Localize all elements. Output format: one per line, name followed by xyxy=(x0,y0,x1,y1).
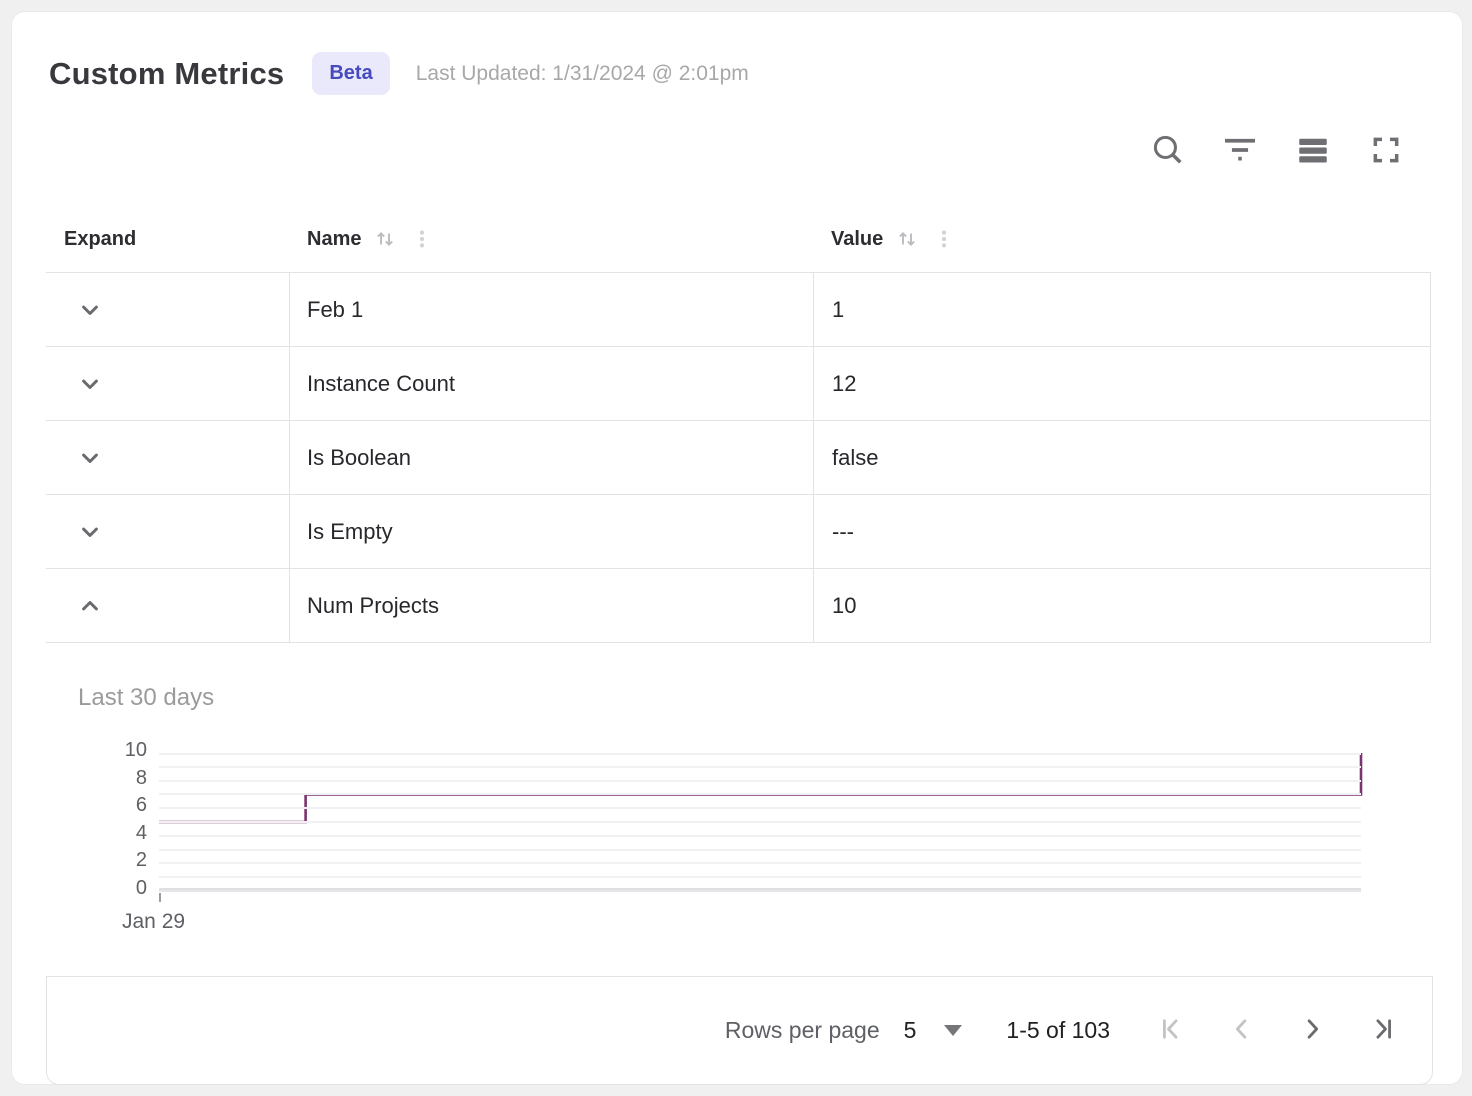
chevron-down-icon[interactable] xyxy=(76,518,104,546)
metric-value: 10 xyxy=(832,592,857,618)
rows-per-page-caret-icon[interactable] xyxy=(944,1025,963,1036)
fullscreen-icon xyxy=(1370,134,1402,169)
gridline xyxy=(159,753,1361,755)
pagination-bar: Rows per page 5 1-5 of 103 xyxy=(46,976,1433,1085)
table-header-row: Expand Name Value xyxy=(46,206,1431,272)
gridline xyxy=(159,807,1361,810)
table-body: Feb 1 1 Instance Count 12 Is Boolean fal… xyxy=(46,272,1431,643)
x-axis-label: Jan 29 xyxy=(122,910,186,933)
column-menu-icon[interactable] xyxy=(411,227,433,251)
search-button[interactable] xyxy=(1149,133,1185,169)
chevron-down-icon[interactable] xyxy=(76,370,104,398)
chevron-up-icon[interactable] xyxy=(76,592,104,620)
first-page-icon xyxy=(1158,1015,1186,1046)
gridline xyxy=(159,834,1361,837)
beta-badge: Beta xyxy=(312,52,390,95)
table-row: Is Boolean false xyxy=(46,421,1431,495)
gridline xyxy=(159,821,1361,823)
metrics-table: Expand Name Value xyxy=(46,206,1431,643)
y-axis-tick-label: 10 xyxy=(124,739,147,761)
table-row: Is Empty --- xyxy=(46,495,1431,569)
search-icon xyxy=(1151,133,1184,169)
chart-title: Last 30 days xyxy=(78,684,215,711)
filter-button[interactable] xyxy=(1222,133,1258,169)
metric-name: Is Empty xyxy=(307,518,393,544)
gridline xyxy=(159,779,1361,782)
column-header-name[interactable]: Name xyxy=(289,227,813,251)
rows-per-page-value[interactable]: 5 xyxy=(903,1017,917,1043)
metric-name: Instance Count xyxy=(307,370,455,396)
metric-name: Feb 1 xyxy=(307,296,364,322)
previous-page-button[interactable] xyxy=(1228,1017,1256,1045)
table-toolbar xyxy=(1149,133,1404,169)
x-axis-tick xyxy=(159,893,161,902)
column-header-label: Name xyxy=(307,227,362,250)
gridline xyxy=(159,848,1361,851)
last-page-icon xyxy=(1368,1015,1396,1046)
row-density-icon xyxy=(1297,135,1329,168)
row-density-button[interactable] xyxy=(1295,133,1331,169)
rows-per-page-label: Rows per page xyxy=(724,1017,880,1043)
page-header: Custom Metrics Beta Last Updated: 1/31/2… xyxy=(49,52,749,95)
table-row: Feb 1 1 xyxy=(46,273,1431,347)
pagination-range: 1-5 of 103 xyxy=(1006,1017,1110,1043)
metric-value: 12 xyxy=(832,370,857,396)
fullscreen-button[interactable] xyxy=(1368,133,1404,169)
table-row: Num Projects 10 xyxy=(46,569,1431,643)
y-axis-tick-label: 4 xyxy=(135,821,147,844)
sort-icon[interactable] xyxy=(373,227,397,251)
sort-icon[interactable] xyxy=(895,227,919,251)
chart-plot xyxy=(159,753,1363,892)
pager-buttons xyxy=(1158,1017,1396,1045)
column-menu-icon[interactable] xyxy=(933,227,955,251)
gridline xyxy=(159,876,1361,879)
column-header-label: Expand xyxy=(64,227,137,250)
gridline xyxy=(159,862,1361,865)
gridline xyxy=(159,890,1361,892)
gridline xyxy=(159,793,1361,796)
column-header-value[interactable]: Value xyxy=(813,227,1431,251)
chevron-left-icon xyxy=(1228,1015,1256,1046)
y-axis-tick-label: 6 xyxy=(135,794,147,817)
chevron-down-icon[interactable] xyxy=(76,444,104,472)
y-axis-tick-label: 2 xyxy=(135,849,147,872)
metric-name: Is Boolean xyxy=(307,444,411,470)
filter-icon xyxy=(1222,135,1258,168)
metric-name: Num Projects xyxy=(307,592,440,618)
custom-metrics-panel: Custom Metrics Beta Last Updated: 1/31/2… xyxy=(11,11,1463,1085)
metric-value: --- xyxy=(832,518,854,544)
chevron-down-icon[interactable] xyxy=(76,296,104,324)
metric-value: 1 xyxy=(832,296,845,322)
metric-value: false xyxy=(832,444,879,470)
column-header-expand: Expand xyxy=(46,228,289,251)
last-updated-text: Last Updated: 1/31/2024 @ 2:01pm xyxy=(415,61,749,85)
gridline xyxy=(159,765,1361,768)
last-page-button[interactable] xyxy=(1368,1017,1396,1045)
column-header-label: Value xyxy=(831,227,884,250)
y-axis-tick-label: 0 xyxy=(135,877,147,899)
next-page-button[interactable] xyxy=(1298,1017,1326,1045)
chevron-right-icon xyxy=(1298,1015,1326,1046)
table-row: Instance Count 12 xyxy=(46,347,1431,421)
page-title: Custom Metrics xyxy=(49,55,285,91)
y-axis-tick-label: 8 xyxy=(135,766,147,789)
first-page-button[interactable] xyxy=(1158,1017,1186,1045)
